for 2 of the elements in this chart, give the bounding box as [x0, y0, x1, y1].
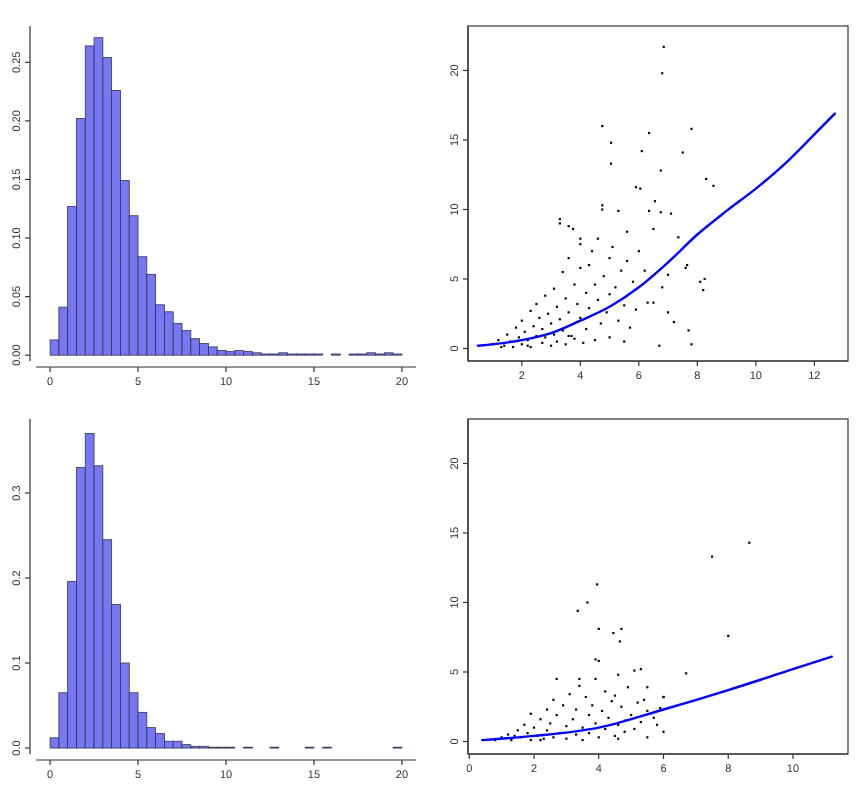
line-series [476, 112, 837, 347]
line-series [481, 655, 834, 742]
